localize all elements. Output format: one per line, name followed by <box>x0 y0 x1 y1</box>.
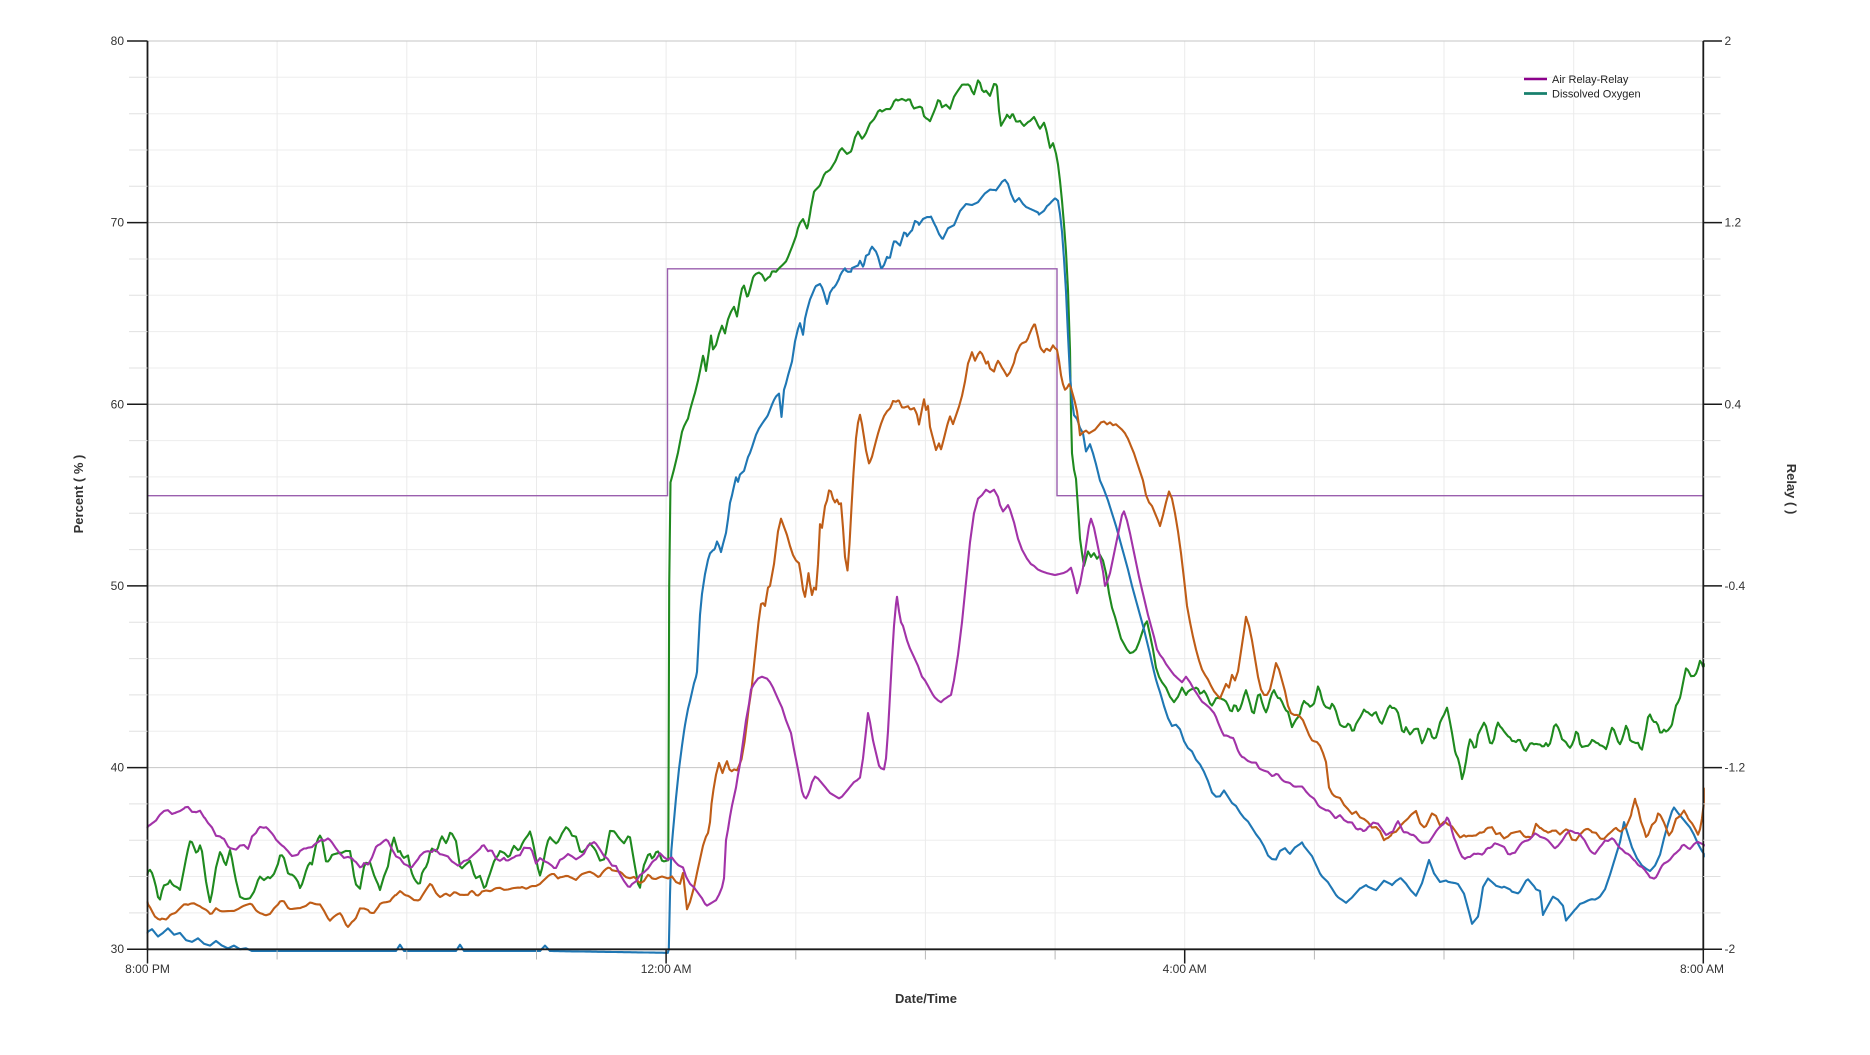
svg-text:4:00 AM: 4:00 AM <box>1163 962 1207 976</box>
svg-text:1.2: 1.2 <box>1725 216 1742 230</box>
svg-text:80: 80 <box>111 34 125 48</box>
svg-text:-1.2: -1.2 <box>1725 761 1746 775</box>
svg-text:-0.4: -0.4 <box>1725 579 1746 593</box>
svg-text:Air Relay-Relay: Air Relay-Relay <box>1552 74 1629 86</box>
svg-text:8:00 AM: 8:00 AM <box>1680 962 1724 976</box>
svg-text:0.4: 0.4 <box>1725 397 1742 411</box>
svg-text:30: 30 <box>111 942 125 956</box>
svg-text:50: 50 <box>111 579 125 593</box>
svg-text:8:00 PM: 8:00 PM <box>125 962 170 976</box>
svg-text:Date/Time: Date/Time <box>895 991 957 1006</box>
svg-text:Dissolved Oxygen: Dissolved Oxygen <box>1552 89 1641 101</box>
svg-text:60: 60 <box>111 397 125 411</box>
svg-text:Relay ( ): Relay ( ) <box>1784 464 1799 515</box>
svg-text:2: 2 <box>1725 34 1732 48</box>
svg-text:40: 40 <box>111 761 125 775</box>
svg-text:70: 70 <box>111 216 125 230</box>
svg-text:Percent ( % ): Percent ( % ) <box>71 455 86 534</box>
svg-text:-2: -2 <box>1725 942 1736 956</box>
svg-text:12:00 AM: 12:00 AM <box>641 962 692 976</box>
